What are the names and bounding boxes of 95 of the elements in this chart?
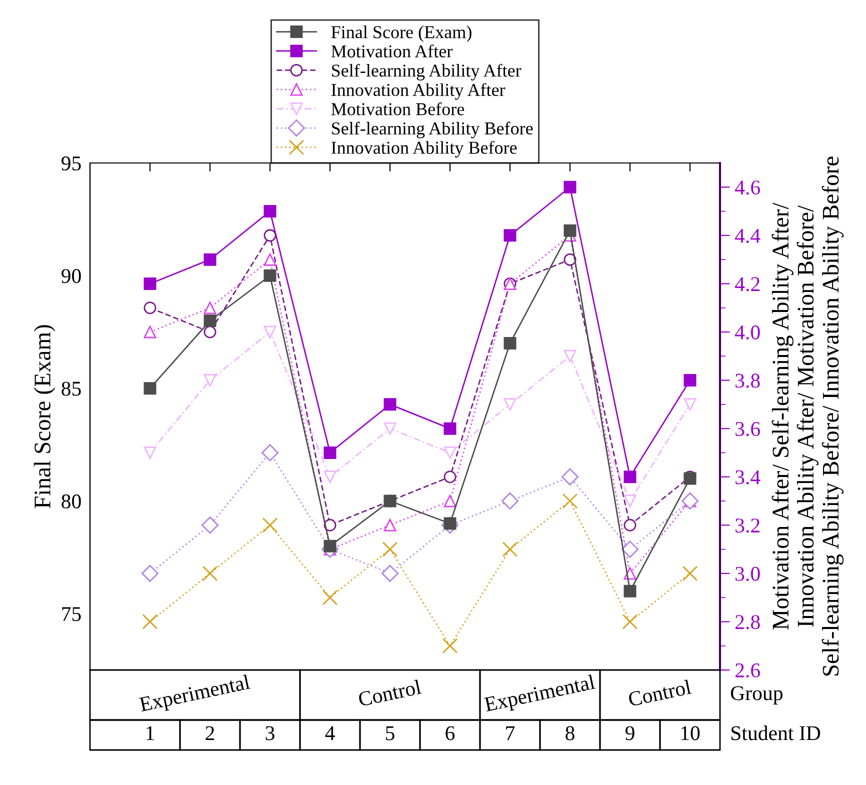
point	[144, 277, 156, 290]
point	[622, 614, 638, 630]
point	[264, 269, 276, 282]
point	[504, 398, 516, 411]
point	[322, 590, 338, 606]
point	[144, 302, 156, 314]
y2-tick-label: 3.6	[736, 422, 760, 436]
point	[262, 518, 278, 533]
y-axis-title: Final Score (Exam)	[34, 325, 56, 508]
point	[204, 326, 216, 338]
legend-label: Self-learning Ability Before	[332, 122, 533, 138]
point	[324, 470, 336, 484]
point	[384, 422, 396, 435]
y2-tick-label: 4.4	[734, 228, 760, 243]
x-axis-title: Student ID	[731, 726, 820, 740]
legend-label: Innovation Ability After	[331, 83, 506, 100]
point	[144, 446, 156, 459]
point	[204, 302, 216, 314]
point	[264, 326, 276, 338]
y-tick-label: 90	[62, 269, 81, 284]
point	[504, 229, 516, 242]
point	[204, 374, 216, 387]
point	[621, 540, 639, 558]
point	[444, 446, 456, 459]
y2-tick-label: 3.0	[736, 566, 760, 581]
point	[382, 542, 398, 557]
y2-tick-label: 4.6	[734, 180, 760, 195]
point	[202, 566, 218, 582]
y2-tick-label: 4.2	[734, 277, 760, 292]
y2-tick-label: 3.8	[736, 374, 760, 388]
point	[142, 614, 158, 630]
x-tick-label: 10	[681, 726, 700, 740]
point	[624, 584, 636, 598]
x-tick-label: 1	[146, 726, 154, 740]
point	[324, 518, 336, 532]
y2-tick-label: 2.8	[736, 615, 760, 630]
point	[264, 205, 276, 218]
point	[381, 564, 399, 582]
x-tick-label: 2	[206, 726, 214, 740]
point	[684, 398, 696, 411]
point	[504, 337, 516, 350]
y2-tick-label: 3.2	[736, 518, 760, 533]
point	[682, 566, 698, 582]
point	[264, 253, 276, 266]
point	[444, 470, 456, 484]
y2-tick-label: 4.0	[734, 325, 760, 340]
point	[442, 638, 458, 654]
legend-label: Innovation Ability Before	[331, 140, 517, 158]
y-tick-label: 75	[62, 607, 81, 622]
y-tick-label: 95	[62, 156, 81, 170]
x-tick-label: 7	[506, 726, 515, 740]
point	[564, 180, 576, 194]
point	[264, 229, 276, 242]
point	[562, 493, 578, 509]
point	[144, 382, 156, 395]
point	[201, 516, 219, 534]
point	[501, 492, 519, 510]
point	[444, 494, 456, 508]
y2-tick-label: 2.6	[736, 663, 760, 678]
point	[384, 398, 396, 411]
point	[204, 314, 216, 327]
point	[564, 350, 576, 362]
point	[324, 540, 336, 552]
text: Group	[730, 686, 782, 704]
point	[502, 542, 518, 557]
point	[681, 492, 699, 510]
point	[684, 374, 696, 387]
x-tick-label: 5	[386, 726, 394, 740]
text: Control	[358, 679, 422, 707]
legend-label: Motivation After	[331, 44, 452, 58]
point	[444, 422, 456, 435]
point	[261, 444, 279, 462]
x-tick-label: 6	[446, 726, 455, 740]
text: Control	[628, 679, 692, 707]
point	[384, 518, 396, 532]
point	[561, 468, 579, 486]
point	[144, 326, 156, 338]
point	[324, 446, 336, 459]
x-tick-label: 8	[566, 726, 574, 740]
point	[624, 470, 636, 484]
point	[564, 224, 576, 237]
point	[141, 564, 159, 582]
y-tick-label: 80	[62, 494, 81, 508]
x-tick-label: 4	[325, 726, 335, 740]
legend-label: Motivation Before	[331, 102, 464, 116]
y-tick-label: 85	[62, 382, 81, 396]
point	[624, 494, 636, 508]
legend-label: Self-learning Ability After	[332, 64, 522, 80]
legend-label: Final Score (Exam)	[331, 26, 472, 42]
x-tick-label: 9	[625, 726, 634, 740]
point	[204, 253, 216, 266]
x-tick-label: 3	[266, 726, 274, 740]
y2-tick-label: 3.4	[736, 470, 760, 484]
y2-axis-title: Motivation After/ Self-learning Ability After/ Innovation Ability After/ Motivation Before/ Self-learning Ability Before/ Innovation Ability Before	[772, 156, 844, 676]
point	[624, 518, 636, 532]
